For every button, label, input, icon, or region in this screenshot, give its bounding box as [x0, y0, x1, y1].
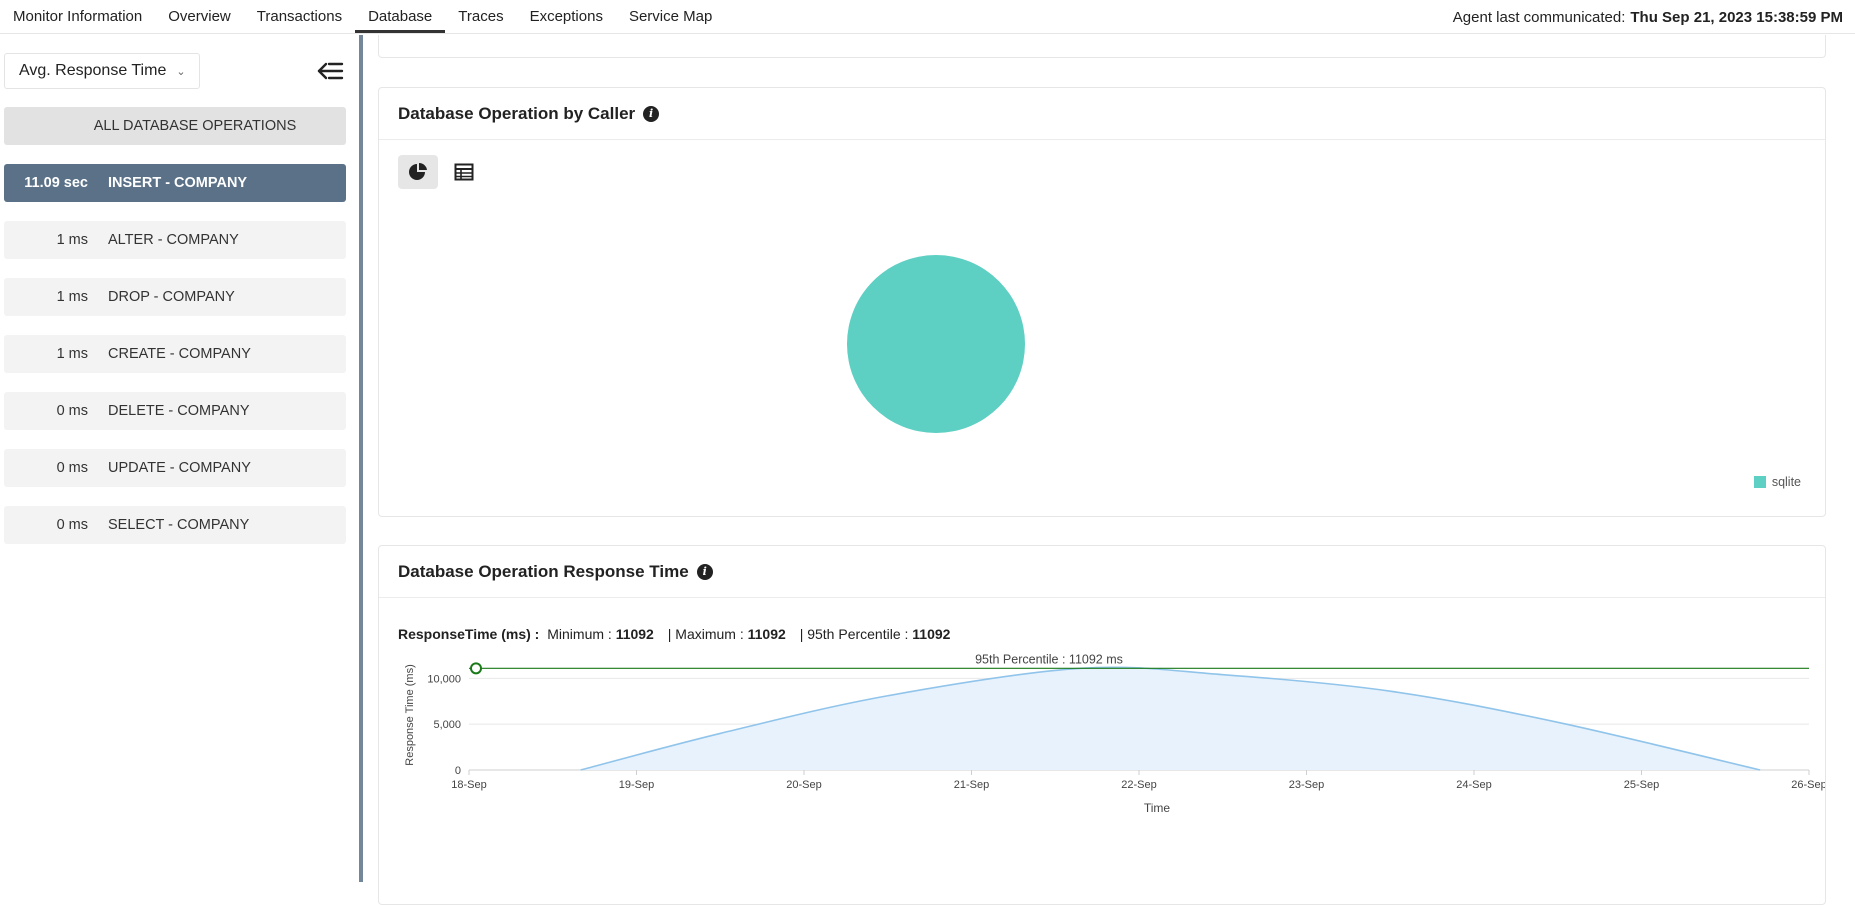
x-tick-label: 21-Sep	[954, 779, 989, 791]
operation-name: SELECT - COMPANY	[108, 517, 250, 533]
operation-item[interactable]: 1 ms CREATE - COMPANY	[4, 335, 346, 373]
metric-select[interactable]: Avg. Response Time ⌄	[4, 53, 200, 89]
operation-list: ALL DATABASE OPERATIONS 11.09 sec INSERT …	[4, 107, 346, 563]
sidebar-splitter[interactable]	[359, 35, 363, 882]
x-tick-label: 25-Sep	[1624, 779, 1659, 791]
min-label: Minimum :	[547, 626, 612, 642]
operation-item[interactable]: 0 ms DELETE - COMPANY	[4, 392, 346, 430]
operation-name: UPDATE - COMPANY	[108, 460, 251, 476]
legend-swatch	[1753, 476, 1766, 488]
x-tick-label: 24-Sep	[1456, 779, 1491, 791]
x-axis-title: Time	[1144, 801, 1171, 815]
caller-card: Database Operation by Caller i	[378, 87, 1826, 517]
view-toggle	[398, 155, 484, 189]
caller-card-header: Database Operation by Caller i	[379, 88, 1825, 140]
operation-item[interactable]: 1 ms DROP - COMPANY	[4, 278, 346, 316]
tab-monitor-information[interactable]: Monitor Information	[13, 8, 143, 25]
agent-time: Thu Sep 21, 2023 15:38:59 PM	[1630, 8, 1843, 26]
x-tick-label: 20-Sep	[786, 779, 821, 791]
tab-exceptions[interactable]: Exceptions	[529, 8, 603, 25]
previous-card-bottom	[378, 35, 1826, 58]
max-label: | Maximum :	[667, 626, 744, 642]
operation-name: CREATE - COMPANY	[108, 346, 251, 362]
info-icon[interactable]: i	[643, 105, 660, 122]
tab-overview[interactable]: Overview	[168, 8, 231, 25]
x-tick-label: 18-Sep	[451, 779, 486, 791]
main-content: Database Operation by Caller i	[378, 35, 1826, 905]
tab-transactions[interactable]: Transactions	[256, 8, 343, 25]
metric-select-value: Avg. Response Time	[19, 62, 167, 79]
operation-name: DELETE - COMPANY	[108, 403, 250, 419]
response-card-header: Database Operation Response Time i	[379, 546, 1825, 598]
legend-label: sqlite	[1771, 475, 1801, 489]
x-tick-label: 22-Sep	[1121, 779, 1156, 791]
response-time-card: Database Operation Response Time i Respo…	[378, 545, 1826, 905]
tab-service-map[interactable]: Service Map	[628, 8, 713, 25]
operation-name: DROP - COMPANY	[108, 289, 235, 305]
operation-time: 1 ms	[56, 289, 88, 305]
table-icon	[454, 163, 474, 181]
pie-slice-sqlite[interactable]	[847, 255, 1025, 433]
operation-time: 0 ms	[56, 517, 88, 533]
pie-chart-icon	[409, 162, 427, 180]
p95-annotation: 95th Percentile : 11092 ms	[975, 652, 1123, 666]
table-view-button[interactable]	[444, 155, 484, 189]
y-tick-label: 0	[455, 765, 461, 777]
operation-item[interactable]: 1 ms ALTER - COMPANY	[4, 221, 346, 259]
max-value: 11092	[747, 626, 786, 642]
all-database-operations-button[interactable]: ALL DATABASE OPERATIONS	[4, 107, 346, 145]
operation-time: 11.09 sec	[24, 175, 88, 191]
tab-traces[interactable]: Traces	[458, 8, 504, 25]
p95-label: | 95th Percentile :	[799, 626, 909, 642]
operation-item[interactable]: 0 ms SELECT - COMPANY	[4, 506, 346, 544]
p95-value: 11092	[912, 626, 951, 642]
series-line[interactable]	[580, 666, 1761, 771]
series-area	[580, 667, 1761, 770]
y-tick-label: 10,000	[427, 673, 461, 685]
operation-name: ALTER - COMPANY	[108, 232, 239, 248]
pie-view-button[interactable]	[398, 155, 438, 189]
operation-time: 1 ms	[56, 232, 88, 248]
sidebar: Avg. Response Time ⌄ ALL DATABASE OPERAT…	[0, 35, 363, 882]
all-operations-label: ALL DATABASE OPERATIONS	[93, 118, 297, 134]
collapse-sidebar-icon[interactable]	[316, 59, 344, 83]
operation-item[interactable]: 11.09 sec INSERT - COMPANY	[4, 164, 346, 202]
pie-legend[interactable]: sqlite	[1753, 475, 1801, 489]
p95-marker[interactable]	[470, 662, 482, 675]
top-nav: Monitor Information Overview Transactions D…	[0, 0, 1855, 34]
operation-time: 1 ms	[56, 346, 88, 362]
agent-status: Agent last communicated: Thu Sep 21, 202…	[1453, 0, 1843, 34]
x-tick-label: 23-Sep	[1289, 779, 1324, 791]
x-tick-label: 26-Sep	[1791, 779, 1825, 791]
nav-tabs: Monitor Information Overview Transactions D…	[0, 0, 725, 33]
pie-chart	[847, 255, 1025, 433]
operation-time: 0 ms	[56, 403, 88, 419]
y-tick-label: 5,000	[433, 719, 461, 731]
response-time-chart: 0 5,000 10,000 18-Sep 19-Sep 20-Sep 21-Sep 22-S…	[404, 652, 1825, 815]
tab-database[interactable]: Database	[355, 0, 446, 33]
stats-label: ResponseTime (ms) :	[398, 626, 540, 642]
x-tick-label: 19-Sep	[619, 779, 654, 791]
info-icon[interactable]: i	[696, 563, 713, 580]
chevron-down-icon: ⌄	[176, 65, 186, 78]
y-axis-title: Response Time (ms)	[404, 664, 416, 765]
operation-time: 0 ms	[56, 460, 88, 476]
response-stats: ResponseTime (ms) : Minimum : 11092 | Ma…	[398, 626, 950, 642]
caller-card-title: Database Operation by Caller	[398, 103, 636, 123]
operation-name: INSERT - COMPANY	[108, 175, 248, 191]
response-card-title: Database Operation Response Time	[398, 561, 689, 581]
min-value: 11092	[615, 626, 654, 642]
agent-label: Agent last communicated:	[1452, 8, 1626, 26]
operation-item[interactable]: 0 ms UPDATE - COMPANY	[4, 449, 346, 487]
